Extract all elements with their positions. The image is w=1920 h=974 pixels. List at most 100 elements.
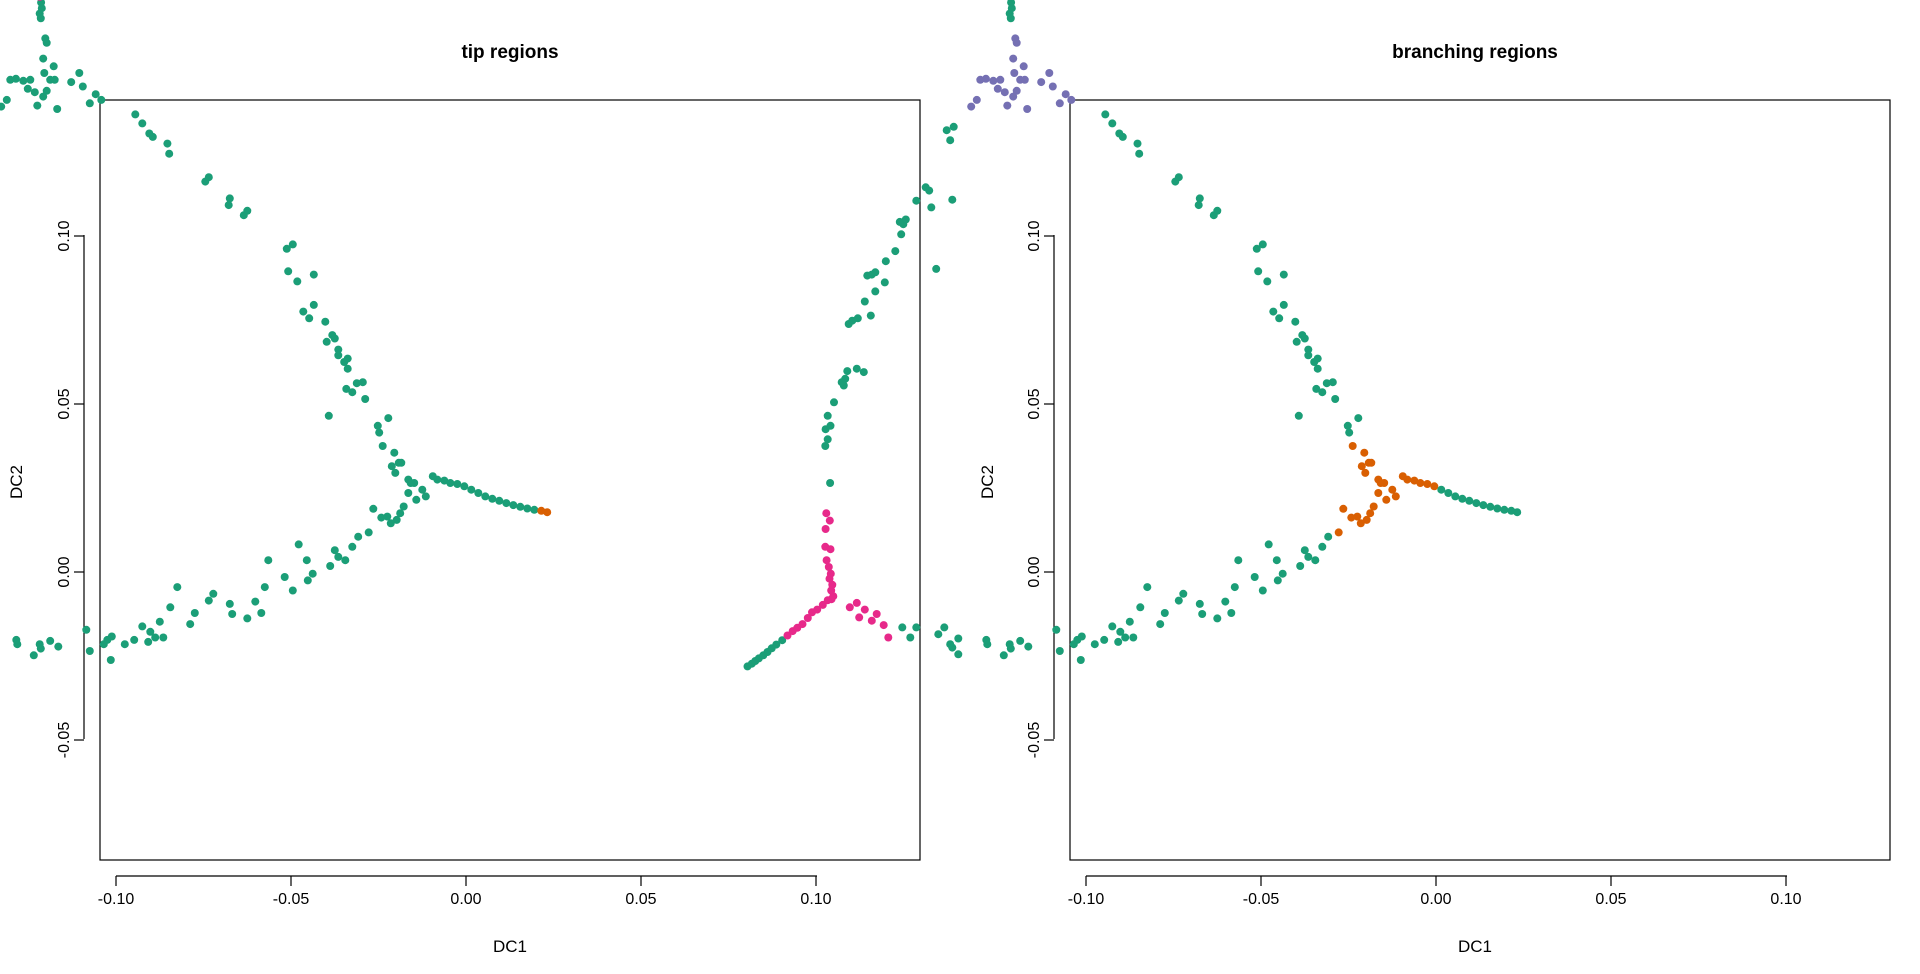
data-point (1136, 603, 1145, 612)
data-point (1391, 492, 1400, 501)
data-point (813, 605, 822, 614)
data-point (996, 75, 1005, 84)
data-point (1376, 479, 1385, 487)
data-point (1486, 502, 1495, 511)
data-point (131, 110, 140, 119)
data-point (1061, 90, 1070, 99)
data-point (159, 633, 168, 642)
data-point (516, 502, 525, 511)
data-point (1264, 540, 1273, 549)
x-tick-label: 0.05 (625, 891, 656, 908)
data-point (481, 492, 490, 501)
data-point (509, 501, 518, 510)
data-point (399, 502, 408, 511)
data-point (925, 186, 934, 195)
data-point (823, 435, 832, 444)
data-point (1356, 519, 1365, 528)
data-point (1007, 0, 1016, 7)
x-tick-label: 0.10 (1770, 891, 1801, 908)
data-point (50, 75, 59, 84)
data-point (1444, 489, 1453, 497)
data-point (343, 364, 352, 373)
data-point (1304, 351, 1313, 360)
data-point (866, 311, 875, 320)
data-point (1300, 334, 1309, 343)
data-point (1347, 513, 1356, 522)
data-point (1003, 101, 1012, 110)
data-point (826, 421, 835, 430)
data-point (446, 479, 455, 487)
data-point (334, 345, 343, 354)
data-point (1009, 54, 1018, 63)
data-point (37, 0, 43, 1)
data-point (0, 102, 6, 111)
data-point (1195, 194, 1204, 203)
y-axis-label: DC2 (978, 465, 997, 499)
data-point (288, 240, 297, 249)
data-point (530, 505, 539, 514)
data-point (523, 504, 532, 513)
data-point (85, 99, 94, 108)
data-point (1513, 508, 1522, 517)
data-point (146, 627, 155, 636)
data-point (1465, 496, 1474, 505)
data-point (821, 525, 830, 533)
x-tick-label: 0.05 (1595, 891, 1626, 908)
data-point (1195, 599, 1204, 608)
data-point (1291, 317, 1300, 326)
data-point (1437, 485, 1446, 494)
data-point (1048, 82, 1057, 91)
data-point (225, 194, 234, 203)
data-point (412, 495, 421, 504)
data-point (1458, 494, 1467, 503)
data-point (251, 597, 260, 606)
data-point (1023, 105, 1032, 113)
data-point (1010, 69, 1019, 77)
data-point (1055, 99, 1064, 108)
data-point (1012, 86, 1021, 95)
data-point (1108, 119, 1117, 128)
data-point (284, 267, 293, 276)
data-point (39, 92, 48, 101)
data-point (1174, 596, 1183, 605)
x-axis: -0.10 -0.05 0.00 0.05 0.10 (1068, 875, 1802, 908)
plot-frame (1069, 99, 1891, 861)
data-point (824, 563, 833, 571)
x-axis-label: DC1 (1458, 937, 1492, 956)
data-point (859, 368, 868, 377)
data-point (1007, 0, 1013, 1)
data-point (1269, 307, 1278, 316)
data-point (934, 630, 943, 639)
data-point (1300, 546, 1309, 555)
data-point (299, 307, 308, 316)
data-point (543, 508, 552, 517)
data-point (49, 62, 58, 71)
data-point (1121, 633, 1130, 642)
data-point (871, 287, 880, 296)
data-point (778, 636, 787, 645)
data-point (1311, 556, 1320, 565)
data-point (867, 616, 876, 625)
data-point (383, 512, 392, 521)
data-point (321, 317, 330, 326)
y-tick-label: 0.00 (1026, 556, 1043, 587)
data-point (67, 78, 76, 87)
data-point (828, 580, 837, 589)
data-point (1328, 378, 1337, 387)
data-point (330, 546, 339, 555)
data-point (1125, 617, 1134, 626)
data-point (1279, 300, 1288, 309)
data-point (130, 635, 139, 644)
data-point (1304, 345, 1313, 354)
data-point (798, 620, 807, 629)
data-point (440, 476, 449, 485)
data-point (823, 411, 832, 420)
data-point (852, 598, 861, 607)
data-point (1160, 609, 1169, 617)
data-point (12, 635, 21, 644)
data-point (1296, 562, 1305, 570)
data-point (53, 105, 62, 113)
data-point (228, 610, 237, 618)
data-point (1114, 637, 1123, 646)
